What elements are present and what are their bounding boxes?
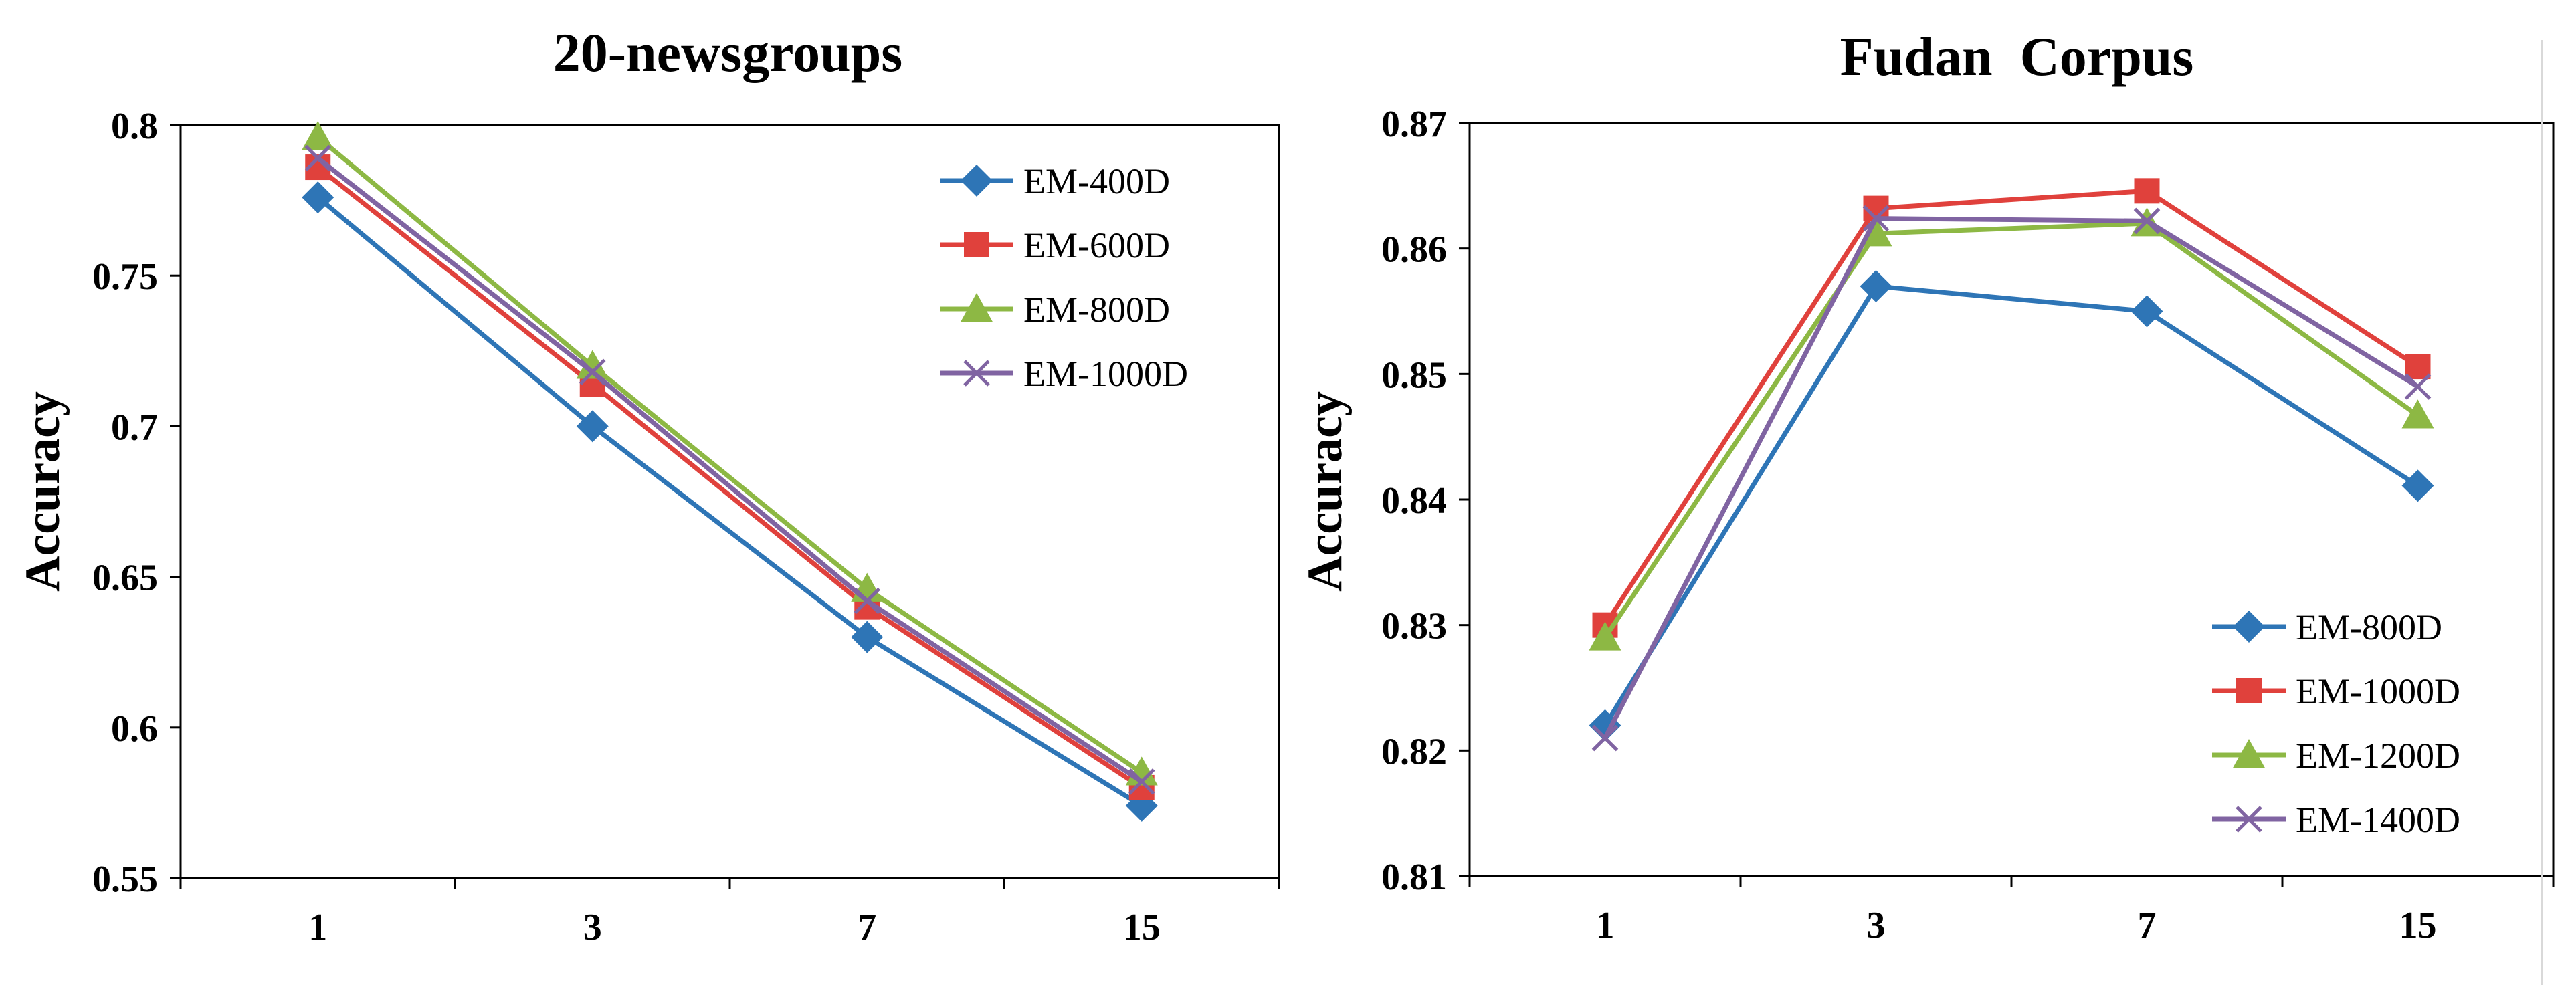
legend-label: EM-1200D	[2296, 736, 2460, 776]
data-point	[2401, 469, 2434, 502]
chart-title: 20-newsgroups	[553, 22, 902, 83]
data-point	[302, 181, 334, 214]
legend-entry: EM-1000D	[2212, 671, 2460, 712]
data-point	[854, 587, 881, 615]
x-tick-label: 1	[1596, 905, 1615, 946]
data-point	[576, 350, 609, 379]
series-em-1000d	[304, 144, 1155, 795]
y-tick-label: 0.65	[92, 558, 158, 599]
legend-entry: EM-1200D	[2212, 736, 2460, 776]
x-tick-label: 3	[583, 907, 602, 948]
data-point	[1860, 217, 1892, 247]
legend-marker	[2233, 611, 2265, 643]
y-tick-label: 0.86	[1381, 229, 1447, 271]
series-line	[316, 135, 1143, 775]
series-line	[316, 156, 1143, 784]
series-em-800d	[302, 121, 1158, 786]
y-tick-label: 0.7	[111, 407, 158, 448]
legend-label: EM-1400D	[2296, 800, 2460, 840]
y-tick-label: 0.82	[1381, 731, 1447, 772]
data-point	[851, 621, 884, 653]
y-tick-label: 0.83	[1381, 606, 1447, 647]
series-line	[316, 165, 1143, 790]
legend-marker	[961, 293, 993, 322]
data-point	[1128, 768, 1155, 795]
data-point	[2405, 354, 2431, 380]
data-point	[576, 410, 609, 443]
data-point	[1862, 205, 1890, 232]
chart-fudan-corpus: Fudan Corpus Accuracy 0.81 0.82 0.83 0.84 0.…	[1298, 26, 2555, 946]
series-em-1000d	[1592, 178, 2431, 638]
series-line	[1603, 216, 2419, 740]
data-point	[1589, 621, 1621, 651]
data-point	[1860, 269, 1892, 302]
series-line	[1603, 221, 2419, 639]
legend-entry: EM-1400D	[2212, 800, 2460, 840]
legend-marker	[964, 232, 989, 257]
data-point	[2131, 295, 2163, 328]
y-tick-label: 0.85	[1381, 354, 1447, 396]
data-point	[2133, 207, 2161, 235]
legend-label: EM-400D	[1023, 161, 1170, 201]
data-point	[2401, 399, 2434, 429]
legend-label: EM-1000D	[2296, 671, 2460, 712]
y-tick-label: 0.55	[92, 859, 158, 900]
y-tick-label: 0.75	[92, 256, 158, 298]
series-line	[1603, 188, 2419, 627]
y-axis-label: Accuracy	[1298, 391, 1353, 592]
y-tick-label: 0.6	[111, 708, 158, 750]
data-point	[2134, 178, 2160, 204]
y-axis-label: Accuracy	[15, 391, 70, 592]
series-line	[316, 195, 1143, 808]
x-tick-label: 15	[2399, 905, 2437, 946]
y-tick-label: 0.81	[1381, 857, 1447, 898]
data-point	[1589, 709, 1621, 742]
x-tick-label: 7	[2138, 905, 2157, 946]
y-tick-label: 0.8	[111, 106, 158, 147]
data-point	[304, 144, 332, 172]
legend-entry: EM-1000D	[940, 354, 1188, 394]
legend-marker	[963, 360, 990, 387]
legend-marker	[961, 165, 993, 197]
data-point	[579, 358, 606, 386]
series-em-400d	[302, 181, 1158, 822]
x-tick-label: 15	[1123, 907, 1161, 948]
series-em-1200d	[1589, 207, 2434, 651]
data-point	[1591, 724, 1619, 752]
legend-label: EM-600D	[1023, 225, 1170, 265]
legend-marker	[2233, 739, 2265, 768]
x-tick-label: 7	[858, 907, 876, 948]
y-tick-label: 0.87	[1381, 104, 1447, 145]
series-line	[1603, 284, 2419, 727]
legend-label: EM-800D	[1023, 290, 1170, 330]
legend-label: EM-1000D	[1023, 354, 1188, 394]
chart-20-newsgroups: 20-newsgroups Accuracy 0.55 0.6 0.65 0.7 0.7…	[15, 22, 1280, 948]
legend-marker	[2236, 806, 2262, 833]
data-point	[302, 121, 334, 150]
x-tick-label: 3	[1867, 905, 1886, 946]
legend-marker	[2236, 678, 2262, 703]
data-point	[2404, 373, 2432, 400]
legend-entry: EM-600D	[940, 225, 1170, 265]
chart-title: Fudan Corpus	[1840, 26, 2194, 87]
series-em-800d	[1589, 269, 2434, 742]
x-tick-label: 1	[308, 907, 327, 948]
y-tick-label: 0.84	[1381, 480, 1447, 522]
legend-entry: EM-400D	[940, 161, 1170, 201]
legend-label: EM-800D	[2296, 607, 2442, 647]
series-em-1400d	[1591, 205, 2432, 752]
legend-entry: EM-800D	[940, 290, 1170, 330]
legend-entry: EM-800D	[2212, 607, 2442, 647]
